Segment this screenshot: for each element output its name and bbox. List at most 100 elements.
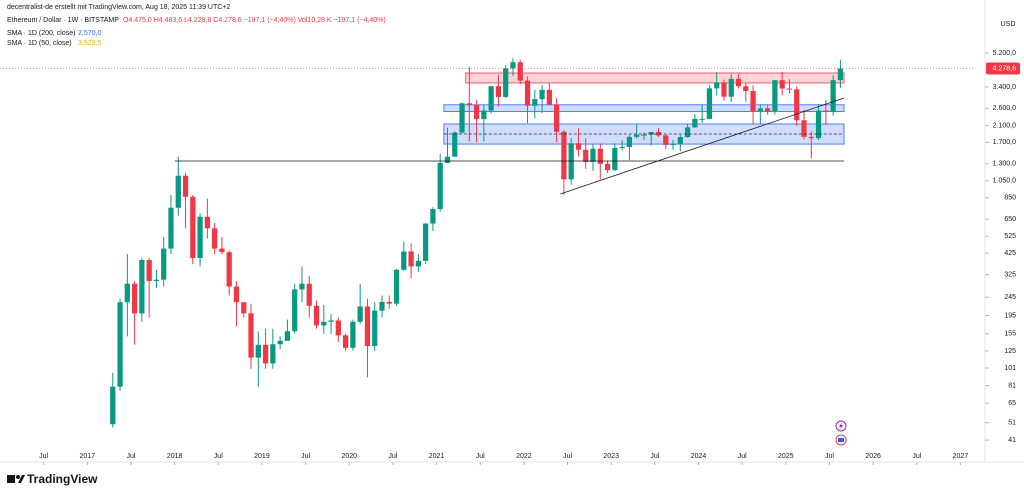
last-price-tag <box>986 62 1020 75</box>
x-tick-label: 2017 <box>80 453 96 460</box>
ohlc-text: O4.475,0 H4.483,6 L4.228,8 C4.278,6 −197… <box>123 17 386 24</box>
x-tick-label: Jul <box>301 453 310 460</box>
candle-body <box>743 86 749 92</box>
x-tick-label: Jul <box>825 453 834 460</box>
zone <box>443 104 845 113</box>
x-tick-label: 2020 <box>341 453 357 460</box>
candle-body <box>488 86 494 111</box>
candle-body <box>481 110 487 120</box>
candle-body <box>342 335 349 348</box>
candle-body <box>517 62 523 81</box>
candle-body <box>801 120 807 137</box>
indicator-value: 2.570,0 <box>78 30 101 37</box>
candle-body <box>823 110 829 112</box>
candle-body <box>466 103 472 106</box>
candle-body <box>284 331 291 341</box>
candle-body <box>190 196 196 258</box>
candle-body <box>408 251 414 267</box>
candle-body <box>728 78 734 97</box>
candle-body <box>452 132 458 157</box>
x-tick-label: Jul <box>39 453 48 460</box>
candle-body <box>277 340 283 345</box>
candle-body <box>233 286 240 303</box>
candle-body <box>634 134 640 137</box>
candle-body <box>765 108 771 112</box>
candle-body <box>626 136 633 147</box>
candle-body <box>546 89 552 105</box>
x-tick-label: 2023 <box>603 453 619 460</box>
y-tick-label: 325 <box>1004 271 1016 278</box>
x-tick-label: Jul <box>738 453 747 460</box>
y-tick-label: 195 <box>1004 312 1016 319</box>
x-tick-label: Jul <box>650 453 659 460</box>
candle-body <box>641 134 647 136</box>
candle-body <box>837 68 844 81</box>
candle-body <box>299 283 305 290</box>
x-tick-label: 2026 <box>865 453 881 460</box>
candle-body <box>444 156 451 163</box>
candle-body <box>386 301 392 304</box>
candle-body <box>539 89 545 100</box>
brand: TradingView <box>27 472 98 486</box>
y-tick-label: 101 <box>1004 365 1016 372</box>
y-tick-label: 525 <box>1004 233 1016 240</box>
y-tick-label: 1.050,0 <box>993 178 1016 185</box>
candle-body <box>124 283 130 303</box>
y-tick-label: 155 <box>1004 331 1016 338</box>
candle-body <box>350 321 356 348</box>
currency: USD <box>1001 21 1016 28</box>
zone <box>465 72 845 84</box>
x-tick-label: 2025 <box>778 453 794 460</box>
candle-body <box>182 175 189 197</box>
candle-body <box>219 248 225 253</box>
candle-body <box>437 162 443 210</box>
candle-body <box>590 148 596 162</box>
candle-body <box>313 305 320 326</box>
candle-body <box>684 127 691 138</box>
candle-body <box>423 223 429 261</box>
candle-body <box>597 148 603 164</box>
candle-body <box>503 68 509 97</box>
candle-body <box>830 80 836 112</box>
candle-body <box>575 143 582 150</box>
candle-body <box>357 306 363 322</box>
candle-body <box>372 310 378 347</box>
x-tick-label: 2021 <box>429 453 445 460</box>
candle-body <box>583 149 589 162</box>
candle-body <box>655 131 662 136</box>
candle-body <box>248 313 254 358</box>
candle-body <box>692 118 698 128</box>
y-tick-label: 3.400,0 <box>993 84 1016 91</box>
candle-body <box>204 216 210 229</box>
candle-body <box>721 82 727 97</box>
candle-body <box>153 279 160 281</box>
candle-body <box>212 228 218 249</box>
candle-body <box>612 147 618 171</box>
candle-body <box>561 131 567 180</box>
y-tick-label: 245 <box>1004 294 1016 301</box>
candle-body <box>750 91 756 112</box>
indicator-value: 3.523,5 <box>78 40 101 47</box>
x-tick-label: Jul <box>214 453 223 460</box>
candle-body <box>473 105 480 120</box>
candle-body <box>808 136 814 139</box>
candle-body <box>393 269 400 304</box>
candle-body <box>197 216 203 258</box>
candle-body <box>604 163 611 171</box>
candle-body <box>321 321 327 326</box>
x-tick-label: Jul <box>912 453 921 460</box>
indicator-name: SMA · 1D (50, close) <box>7 40 72 47</box>
candle-body <box>401 251 407 270</box>
y-tick-label: 650 <box>1004 216 1016 223</box>
candle-body <box>772 80 778 112</box>
candle-body <box>794 89 800 121</box>
candle-body <box>532 99 538 106</box>
candle-body <box>524 80 531 106</box>
indicator-name: SMA · 1D (200, close) <box>7 30 75 37</box>
candle-body <box>168 207 174 249</box>
event-icons <box>835 420 847 446</box>
x-tick-label: 2018 <box>167 453 183 460</box>
x-tick-label: Jul <box>563 453 572 460</box>
y-tick-label: 1.300,0 <box>993 161 1016 168</box>
candle-body <box>815 110 822 139</box>
